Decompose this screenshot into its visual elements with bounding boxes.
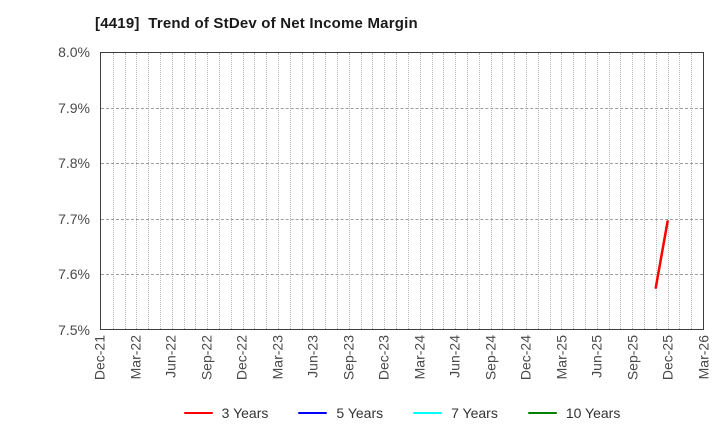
vertical-gridline xyxy=(337,53,339,329)
y-tick-label: 7.6% xyxy=(58,266,90,283)
plot-area xyxy=(100,52,704,330)
legend: 3 Years 5 Years 7 Years 10 Years xyxy=(100,401,704,425)
vertical-gridline xyxy=(537,53,539,329)
vertical-gridline xyxy=(242,53,244,329)
vertical-gridline xyxy=(396,53,398,329)
x-tick-label: Jun-22 xyxy=(162,335,179,378)
x-tick-label: Sep-24 xyxy=(482,335,499,381)
y-tick-label: 7.8% xyxy=(58,155,90,172)
vertical-gridline xyxy=(407,53,409,329)
chart-title: [4419] Trend of StDev of Net Income Marg… xyxy=(95,15,418,32)
x-tick-label: Sep-23 xyxy=(340,335,357,381)
vertical-gridline xyxy=(301,53,303,329)
legend-swatch-3-years xyxy=(183,411,213,415)
vertical-gridline xyxy=(419,53,421,329)
legend-item-7-years: 7 Years xyxy=(413,405,498,421)
vertical-gridline xyxy=(573,53,575,329)
vertical-gridline xyxy=(289,53,291,329)
vertical-gridline xyxy=(360,53,362,329)
horizontal-gridline xyxy=(101,218,703,220)
x-tick-label: Mar-25 xyxy=(553,335,570,380)
y-tick-label: 7.5% xyxy=(58,322,90,338)
vertical-gridline xyxy=(160,53,162,329)
x-tick-label: Jun-23 xyxy=(304,335,321,378)
vertical-gridline xyxy=(124,53,126,329)
x-tick-label: Dec-21 xyxy=(91,335,108,381)
vertical-gridline xyxy=(136,53,138,329)
vertical-gridline xyxy=(195,53,197,329)
x-tick-label: Sep-22 xyxy=(198,335,215,381)
vertical-gridline xyxy=(514,53,516,329)
x-tick-label: Dec-25 xyxy=(659,335,676,381)
vertical-gridline xyxy=(384,53,386,329)
vertical-gridline xyxy=(502,53,504,329)
y-tick-label: 7.7% xyxy=(58,210,90,227)
vertical-gridline xyxy=(620,53,622,329)
legend-label-7-years: 7 Years xyxy=(451,405,498,421)
vertical-gridline xyxy=(655,53,657,329)
horizontal-gridline xyxy=(101,273,703,275)
y-tick-label: 8.0% xyxy=(58,44,90,60)
legend-swatch-7-years xyxy=(413,411,443,415)
x-tick-label: Mar-24 xyxy=(411,335,428,380)
vertical-gridline xyxy=(679,53,681,329)
vertical-gridline xyxy=(372,53,374,329)
vertical-gridline xyxy=(632,53,634,329)
y-tick-label: 7.9% xyxy=(58,99,90,116)
vertical-gridline xyxy=(608,53,610,329)
legend-label-10-years: 10 Years xyxy=(565,405,621,421)
vertical-gridline xyxy=(278,53,280,329)
vertical-gridline xyxy=(443,53,445,329)
legend-item-5-years: 5 Years xyxy=(298,405,383,421)
legend-label-5-years: 5 Years xyxy=(336,405,384,421)
legend-swatch-10-years xyxy=(527,411,557,415)
vertical-gridline xyxy=(478,53,480,329)
vertical-gridline xyxy=(325,53,327,329)
vertical-gridline xyxy=(112,53,114,329)
x-tick-label: Dec-22 xyxy=(233,335,250,381)
vertical-gridline xyxy=(183,53,185,329)
vertical-gridline xyxy=(466,53,468,329)
series-line-3-years xyxy=(654,220,669,289)
vertical-gridline xyxy=(266,53,268,329)
vertical-gridline xyxy=(431,53,433,329)
x-tick-label: Dec-24 xyxy=(517,335,534,381)
vertical-gridline xyxy=(596,53,598,329)
vertical-gridline xyxy=(455,53,457,329)
x-tick-label: Mar-22 xyxy=(127,335,144,380)
x-tick-label: Mar-26 xyxy=(695,335,712,380)
vertical-gridline xyxy=(219,53,221,329)
vertical-gridline xyxy=(207,53,209,329)
vertical-gridline xyxy=(171,53,173,329)
series-lines xyxy=(654,220,669,289)
vertical-gridline xyxy=(691,53,693,329)
legend-label-3-years: 3 Years xyxy=(221,405,269,421)
vertical-gridline xyxy=(348,53,350,329)
vertical-gridline xyxy=(230,53,232,329)
vertical-gridline xyxy=(525,53,527,329)
x-tick-label: Jun-25 xyxy=(588,335,605,378)
horizontal-gridline xyxy=(101,163,703,165)
x-tick-label: Sep-25 xyxy=(624,335,641,381)
vertical-gridline xyxy=(313,53,315,329)
x-tick-label: Dec-23 xyxy=(375,335,392,381)
vertical-gridline xyxy=(667,53,669,329)
legend-item-3-years: 3 Years xyxy=(183,405,269,421)
vertical-gridline xyxy=(549,53,551,329)
vertical-gridline xyxy=(643,53,645,329)
grid-layer xyxy=(101,53,703,329)
legend-item-10-years: 10 Years xyxy=(527,405,621,421)
x-tick-label: Mar-23 xyxy=(269,335,286,380)
vertical-gridline xyxy=(584,53,586,329)
vertical-gridline xyxy=(148,53,150,329)
legend-swatch-5-years xyxy=(298,411,328,415)
x-tick-label: Jun-24 xyxy=(446,335,463,378)
vertical-gridline xyxy=(490,53,492,329)
vertical-gridline xyxy=(254,53,256,329)
horizontal-gridline xyxy=(101,108,703,110)
vertical-gridline xyxy=(561,53,563,329)
